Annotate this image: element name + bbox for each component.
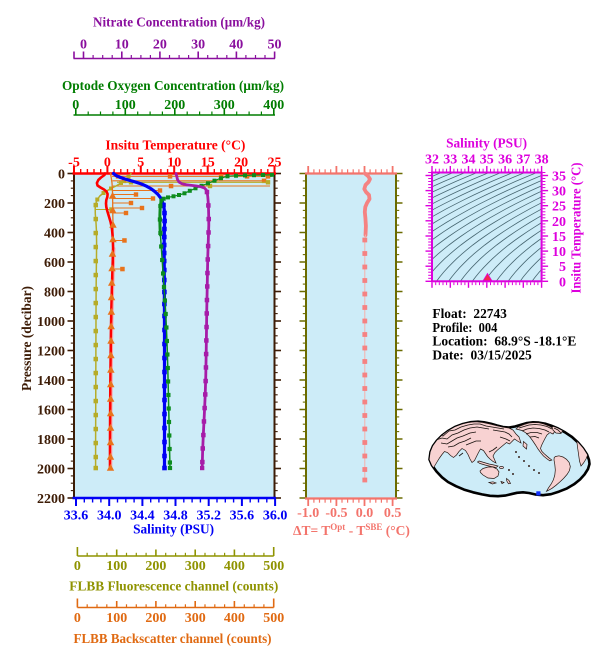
svg-text:0: 0 [58, 168, 65, 183]
svg-text:50: 50 [268, 38, 282, 53]
svg-text:10: 10 [115, 38, 129, 53]
svg-text:Insitu Temperature (°C): Insitu Temperature (°C) [105, 139, 245, 154]
svg-text:35.6: 35.6 [230, 509, 255, 524]
svg-text:25: 25 [268, 156, 282, 171]
svg-text:Profile: 004: Profile: 004 [432, 321, 497, 336]
svg-text:500: 500 [263, 611, 284, 626]
svg-text:FLBB Fluorescence channel (cou: FLBB Fluorescence channel (counts) [69, 580, 278, 595]
svg-text:ΔT= TOpt - TSBE (°C): ΔT= TOpt - TSBE (°C) [293, 522, 410, 538]
svg-text:20: 20 [552, 215, 566, 230]
svg-text:0.0: 0.0 [356, 506, 374, 521]
svg-text:15: 15 [201, 156, 215, 171]
svg-text:32: 32 [425, 153, 439, 168]
svg-text:35.2: 35.2 [196, 509, 221, 524]
svg-text:5: 5 [559, 260, 566, 275]
svg-text:400: 400 [44, 227, 65, 242]
svg-text:33: 33 [443, 153, 457, 168]
svg-text:0.5: 0.5 [384, 506, 402, 521]
svg-text:30: 30 [191, 38, 205, 53]
svg-text:100: 100 [106, 611, 127, 626]
svg-text:600: 600 [44, 256, 65, 271]
svg-text:300: 300 [185, 559, 206, 574]
svg-text:Date: 03/15/2025: Date: 03/15/2025 [432, 348, 531, 363]
svg-text:10: 10 [167, 156, 181, 171]
svg-text:-1.0: -1.0 [297, 506, 319, 521]
svg-text:25: 25 [552, 200, 566, 215]
svg-text:35: 35 [480, 153, 494, 168]
svg-text:10: 10 [552, 245, 566, 260]
svg-text:800: 800 [44, 286, 65, 301]
svg-text:35: 35 [552, 170, 566, 185]
svg-text:Optode Oxygen Concentration (μ: Optode Oxygen Concentration (μm/kg) [62, 79, 284, 94]
svg-text:200: 200 [44, 197, 65, 212]
svg-text:0: 0 [74, 611, 81, 626]
svg-text:0: 0 [72, 98, 79, 113]
svg-text:1800: 1800 [37, 433, 65, 448]
svg-text:300: 300 [185, 611, 206, 626]
svg-text:36.0: 36.0 [263, 509, 288, 524]
svg-text:34: 34 [462, 153, 476, 168]
svg-text:400: 400 [224, 611, 245, 626]
svg-text:Location: 68.9°S -18.1°E: Location: 68.9°S -18.1°E [432, 335, 576, 350]
svg-text:FLBB Backscatter channel (coun: FLBB Backscatter channel (counts) [74, 632, 272, 647]
svg-text:1000: 1000 [37, 315, 65, 330]
svg-text:200: 200 [145, 611, 166, 626]
svg-text:30: 30 [552, 185, 566, 200]
svg-text:20: 20 [153, 38, 167, 53]
svg-text:1600: 1600 [37, 404, 65, 419]
svg-text:-5: -5 [68, 156, 80, 171]
svg-text:400: 400 [224, 559, 245, 574]
svg-text:34.0: 34.0 [97, 509, 122, 524]
svg-text:2200: 2200 [37, 492, 65, 507]
svg-text:-0.5: -0.5 [325, 506, 347, 521]
svg-text:15: 15 [552, 230, 566, 245]
svg-text:Insitu Temperature (°C): Insitu Temperature (°C) [570, 162, 585, 293]
svg-text:Pressure (decibar): Pressure (decibar) [20, 286, 35, 391]
svg-text:100: 100 [115, 98, 136, 113]
svg-text:Salinity (PSU): Salinity (PSU) [133, 523, 214, 538]
svg-text:33.6: 33.6 [64, 509, 89, 524]
svg-text:5: 5 [137, 156, 144, 171]
svg-text:Nitrate Concentration (μm/kg): Nitrate Concentration (μm/kg) [93, 16, 265, 31]
svg-text:36: 36 [498, 153, 512, 168]
svg-text:Salinity (PSU): Salinity (PSU) [446, 137, 527, 152]
svg-text:38: 38 [535, 153, 549, 168]
svg-text:34.8: 34.8 [163, 509, 188, 524]
svg-text:300: 300 [214, 98, 235, 113]
svg-text:0: 0 [74, 559, 81, 574]
svg-text:0: 0 [104, 156, 111, 171]
svg-text:100: 100 [106, 559, 127, 574]
svg-text:1400: 1400 [37, 374, 65, 389]
svg-text:500: 500 [263, 559, 284, 574]
svg-text:200: 200 [145, 559, 166, 574]
svg-text:400: 400 [263, 98, 284, 113]
svg-text:37: 37 [516, 153, 530, 168]
svg-text:1200: 1200 [37, 345, 65, 360]
svg-text:0: 0 [80, 38, 87, 53]
svg-text:2000: 2000 [37, 463, 65, 478]
svg-text:Float: 22743: Float: 22743 [432, 307, 507, 322]
svg-text:40: 40 [229, 38, 243, 53]
svg-text:34.4: 34.4 [130, 509, 155, 524]
svg-text:200: 200 [164, 98, 185, 113]
svg-text:20: 20 [234, 156, 248, 171]
svg-text:0: 0 [559, 275, 566, 290]
